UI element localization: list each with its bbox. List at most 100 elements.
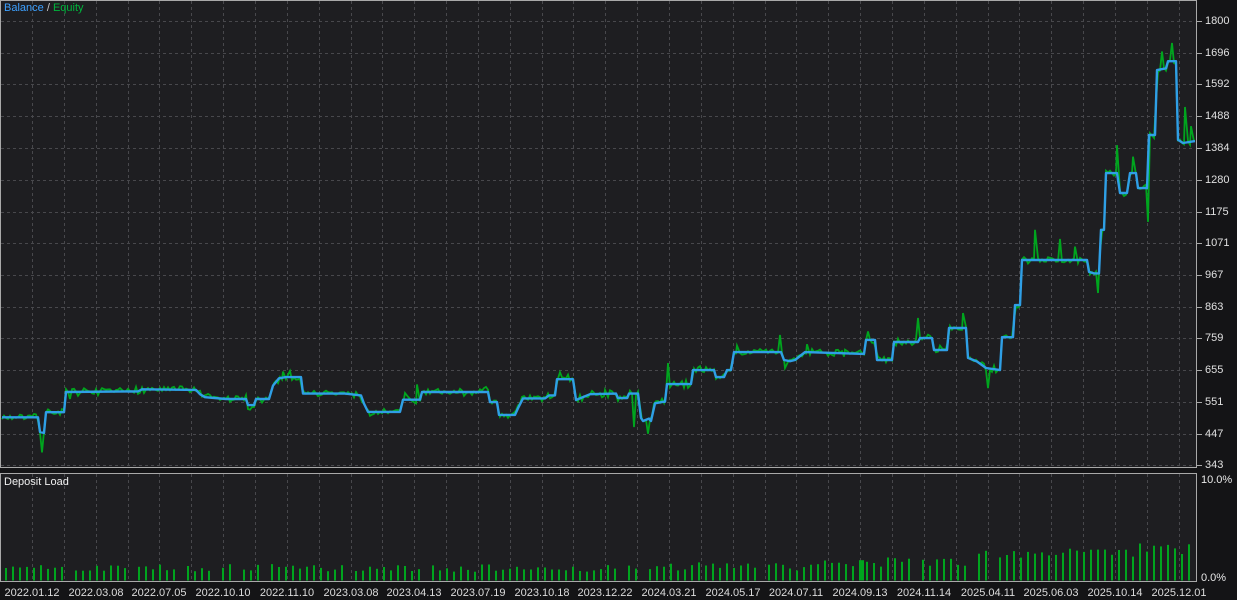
deposit-bar (551, 569, 553, 581)
x-axis-tick-label: 2022.10.10 (195, 587, 251, 599)
y-axis-tick-label: 863 (1205, 301, 1224, 313)
deposit-bar (299, 568, 301, 581)
legend: Balance / Equity (4, 2, 84, 15)
deposit-bar (124, 568, 126, 581)
deposit-bar (418, 569, 420, 581)
y-axis-tick-mark (1197, 53, 1202, 54)
deposit-bar (663, 566, 665, 581)
y-axis-tick-mark (1197, 148, 1202, 149)
deposit-bar (26, 566, 28, 581)
x-axis-tick-label: 2022.11.10 (259, 587, 315, 599)
deposit-bar (929, 565, 931, 581)
deposit-bar (600, 569, 602, 581)
deposit-load-canvas[interactable] (0, 473, 1197, 582)
y-axis-tick-mark (1197, 21, 1202, 22)
x-axis-tick-label: 2024.09.13 (832, 587, 888, 599)
deposit-bar (194, 571, 196, 581)
y-axis-tick-label: 1071 (1205, 237, 1230, 249)
deposit-bar (978, 553, 980, 581)
deposit-bar (334, 569, 336, 581)
deposit-bar (614, 568, 616, 581)
x-axis-tick-label: 2024.05.17 (705, 587, 761, 599)
y-axis-tick-label: 655 (1205, 364, 1224, 376)
deposit-bar (467, 569, 469, 581)
deposit-bar (572, 566, 574, 581)
deposit-bar (957, 564, 959, 581)
deposit-bar (61, 566, 63, 581)
deposit-bar (1090, 549, 1092, 581)
deposit-bar (649, 569, 651, 581)
deposit-bar (803, 567, 805, 581)
legend-balance-label: Balance (4, 2, 44, 14)
deposit-bar (656, 566, 658, 581)
x-axis-tick-label: 2022.07.05 (131, 587, 187, 599)
deposit-load-chart[interactable] (0, 473, 1197, 582)
deposit-bar (474, 571, 476, 581)
y-axis-tick-mark (1197, 402, 1202, 403)
deposit-bar (54, 567, 56, 581)
deposit-bar (558, 569, 560, 581)
balance-equity-chart[interactable] (0, 0, 1197, 468)
y-axis-tick-mark (1197, 84, 1202, 85)
deposit-bar (719, 567, 721, 581)
deposit-bar (355, 571, 357, 581)
deposit-bar (705, 565, 707, 581)
x-axis-tick-label: 2024.07.11 (768, 587, 824, 599)
deposit-bar (1048, 555, 1050, 581)
deposit-bar (544, 567, 546, 581)
deposit-bar (327, 571, 329, 581)
deposit-bar (796, 570, 798, 581)
deposit-bar (607, 565, 609, 581)
deposit-bar (1153, 545, 1155, 581)
deposit-bar (845, 564, 847, 581)
x-axis-tick-label: 2023.10.18 (514, 587, 570, 599)
deposit-bar (33, 567, 35, 581)
deposit-bar (586, 571, 588, 581)
deposit-bar (495, 570, 497, 581)
y-axis-tick-label: 1175 (1205, 206, 1229, 218)
x-axis-tick-label: 2025.04.11 (960, 587, 1016, 599)
x-axis-tick-label: 2023.03.08 (323, 587, 379, 599)
deposit-bar (47, 568, 49, 581)
deposit-bar (222, 567, 224, 581)
deposit-bar (866, 561, 868, 581)
y-axis-tick-label: 1696 (1205, 47, 1230, 59)
deposit-bar (89, 570, 91, 581)
deposit-bar (285, 566, 287, 581)
y-axis-tick-mark (1197, 370, 1202, 371)
deposit-bar (817, 564, 819, 581)
y-axis-tick-label: 551 (1205, 396, 1224, 408)
x-axis-tick-label: 2024.03.21 (641, 587, 697, 599)
deposit-bar (908, 558, 910, 581)
y-axis-tick-label: 967 (1205, 269, 1224, 281)
deposit-bar (166, 570, 168, 581)
x-axis-tick-label: 2024.11.14 (896, 587, 952, 599)
deposit-bar (1055, 554, 1057, 581)
deposit-bar (1006, 555, 1008, 581)
deposit-bar (810, 564, 812, 581)
deposit-bar (117, 565, 119, 581)
deposit-bar (40, 565, 42, 581)
deposit-bar (390, 570, 392, 581)
x-axis-tick-label: 2023.12.22 (577, 587, 633, 599)
deposit-bar (964, 565, 966, 581)
y-axis-tick-mark (1197, 465, 1202, 466)
x-axis-tick-label: 2023.07.19 (450, 587, 506, 599)
deposit-bar (159, 564, 161, 581)
deposit-bar (502, 569, 504, 581)
balance-equity-canvas[interactable] (0, 0, 1197, 468)
deposit-bar (691, 565, 693, 581)
deposit-bar (1139, 543, 1141, 581)
deposit-bar (593, 570, 595, 581)
deposit-bar (635, 568, 637, 581)
deposit-bar (894, 558, 896, 581)
equity-line (1, 42, 1195, 453)
y-axis-tick-label: 1384 (1205, 142, 1230, 154)
deposit-bar (789, 568, 791, 581)
deposit-bar (1188, 544, 1190, 581)
deposit-bar (243, 569, 245, 581)
deposit-bar (530, 569, 532, 581)
y-axis-tick-label: 1488 (1205, 110, 1230, 122)
deposit-bar (432, 565, 434, 581)
deposit-bar (369, 566, 371, 581)
